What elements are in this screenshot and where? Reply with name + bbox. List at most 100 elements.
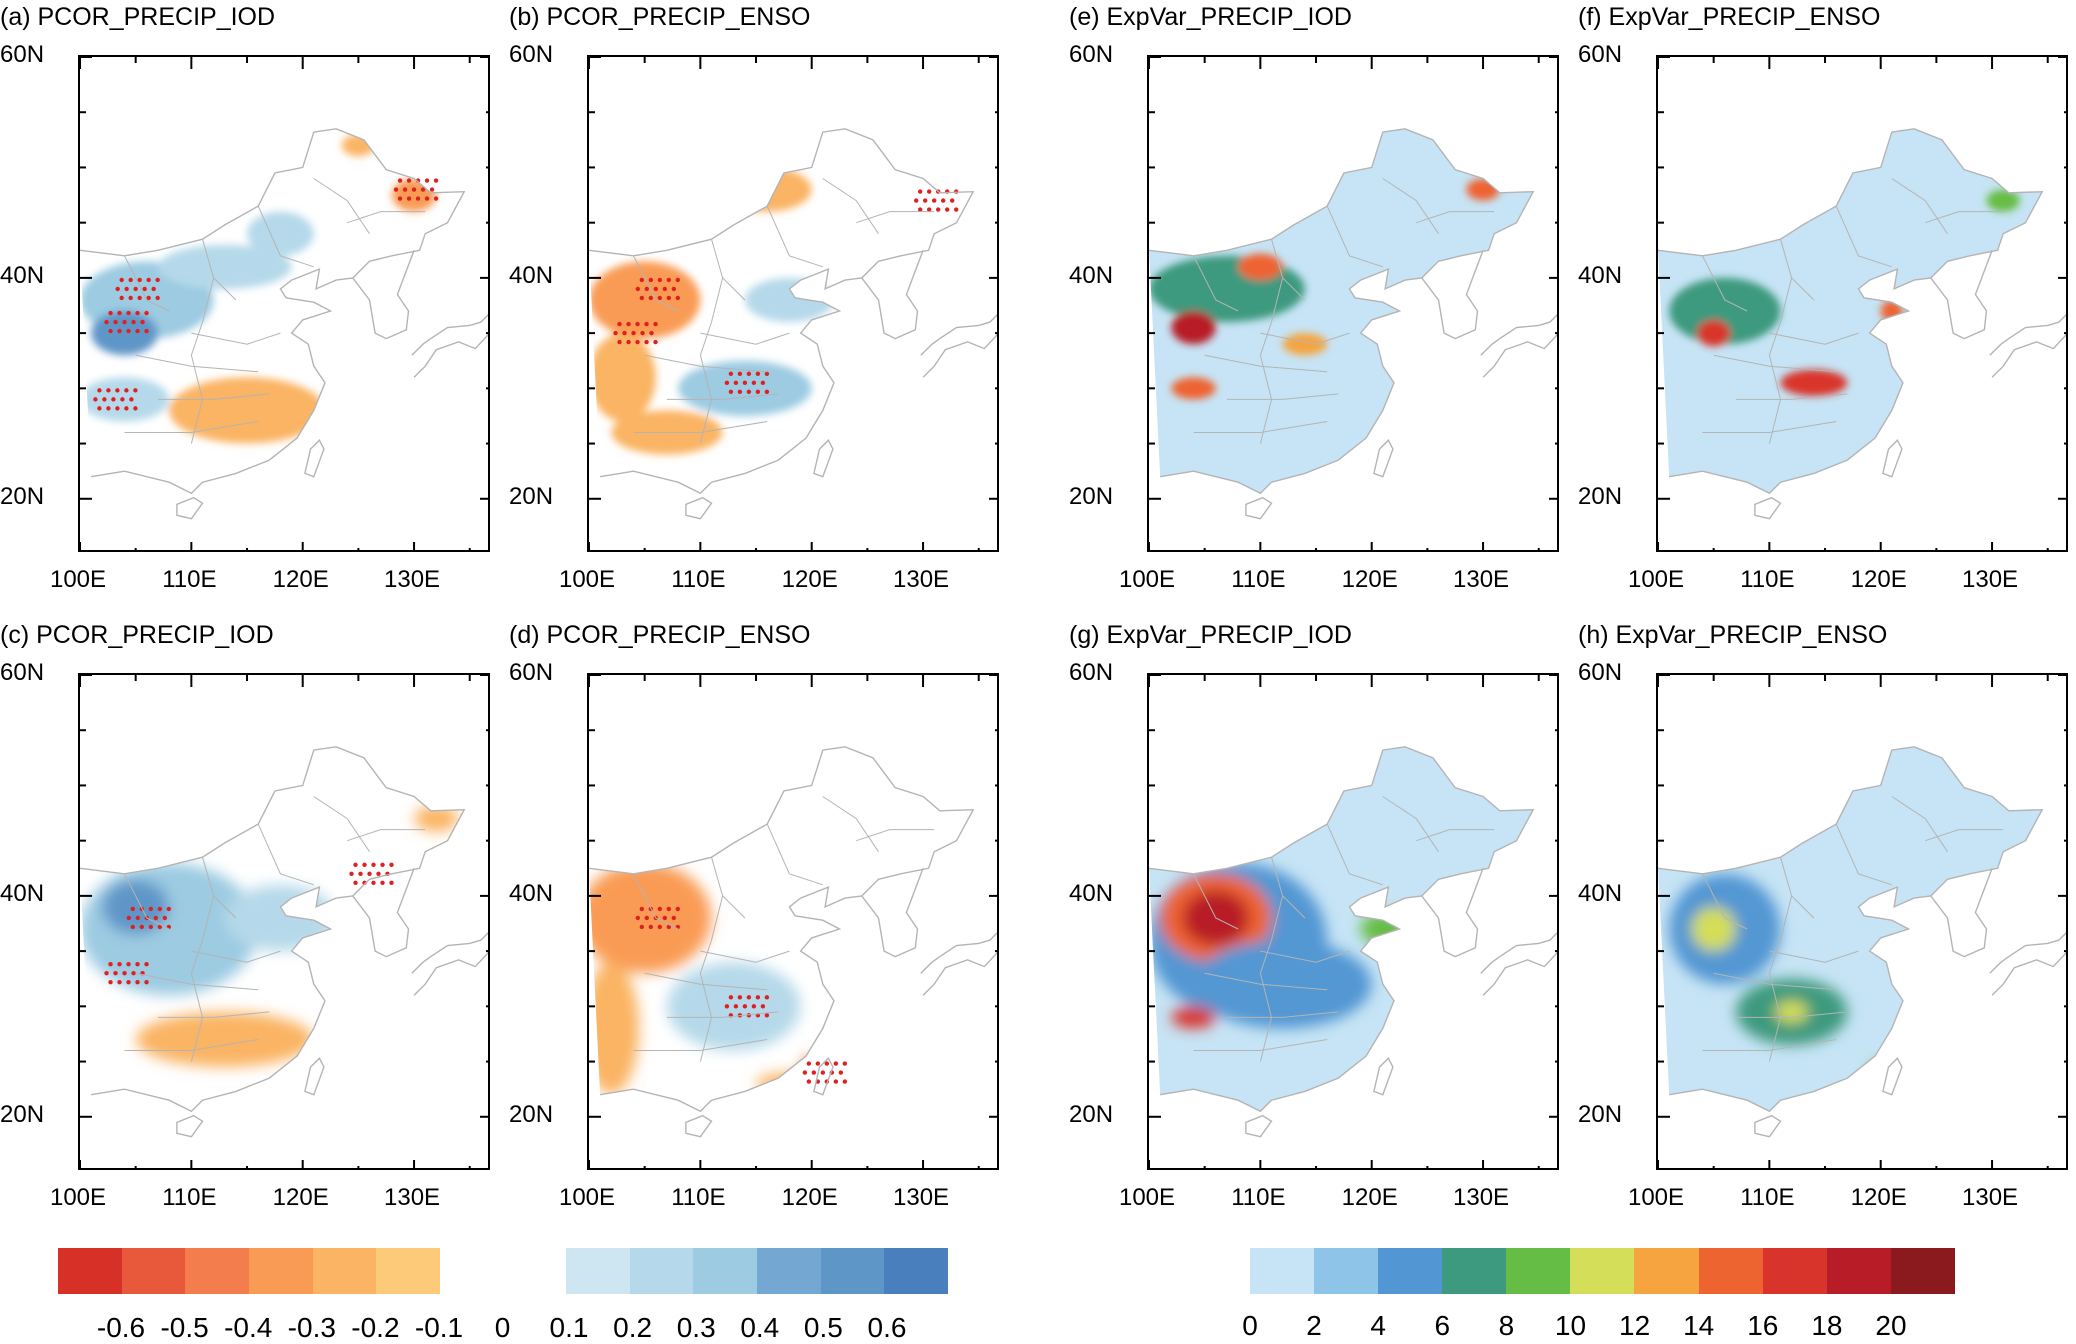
significance-dot [133,286,138,292]
map-svg [589,57,997,550]
significance-dot [931,198,937,203]
significance-dot [639,295,645,301]
colorbar-label: 0.2 [613,1312,653,1343]
significance-dot [671,915,677,921]
colorbar-label: -0.6 [96,1312,146,1343]
significance-dot [137,295,142,301]
contour-region-2 [589,333,656,422]
colorbar-label: -0.5 [160,1312,209,1343]
significance-dot [402,187,408,192]
significance-dot [764,371,770,377]
x-tick-label: 110E [1231,1184,1286,1211]
y-tick-label: 40N [0,879,45,907]
contour-region-7 [391,178,437,212]
significance-dot [144,962,149,967]
y-tick-label: 60N [1069,41,1114,68]
panel-title: (e) ExpVar_PRECIP_IOD [1069,3,1352,31]
significance-dot [406,196,412,201]
map-svg [1149,57,1557,550]
contour-region-4 [157,244,292,289]
colorbar-positive [566,1248,948,1294]
significance-dot [135,980,140,985]
significance-dot [751,1004,757,1009]
significance-dot [148,924,154,930]
colorbar-label: 0.6 [867,1312,907,1343]
y-tick-label: 60N [1578,41,1623,68]
significance-dot [411,187,417,192]
significance-dot [371,862,376,867]
colorbar-label: 0 [1242,1310,1258,1341]
x-tick-label: 100E [1627,1184,1685,1211]
contour-region-4 [1282,333,1328,356]
colorbar-swatch [629,1248,694,1294]
significance-dot [102,397,107,402]
map-panel-a [78,55,490,552]
significance-dot [155,277,160,283]
significance-dot [662,915,668,921]
x-tick-label: 110E [162,566,217,593]
significance-dot [120,397,125,402]
colorbar-swatch [121,1248,186,1294]
significance-dot [153,915,159,921]
colorbar-label: -0.3 [287,1312,336,1343]
significance-dot [617,339,622,345]
significance-dot [657,906,663,912]
significance-dot [108,328,113,334]
significance-dot [376,871,381,876]
significance-dot [742,1004,748,1009]
x-tick-label: 120E [1850,566,1907,593]
significance-dot [104,319,109,325]
y-tick-label: 20N [1578,482,1623,510]
contour-region-4 [1171,1006,1216,1029]
colorbar-label: 12 [1619,1310,1651,1341]
colorbar-swatch [58,1248,122,1294]
colorbar-label: 8 [1498,1310,1515,1341]
significance-dot [130,924,136,930]
axis-ticks [1658,675,2066,1168]
y-tick-label: 60N [1578,659,1623,686]
significance-dot [675,295,681,301]
significance-dot [644,286,650,292]
colorbar-swatch [1890,1248,1955,1294]
y-tick-label: 40N [1069,261,1114,289]
x-tick-label: 120E [781,1184,838,1211]
significance-dot [135,962,140,967]
significance-dot [815,1061,821,1066]
significance-dot [760,1004,766,1009]
x-tick-label: 110E [671,566,726,593]
x-tick-label: 130E [1962,566,2019,593]
country-borders [589,746,997,1138]
country-borders [80,128,488,520]
contour-region-3 [1238,253,1283,281]
y-tick-label: 40N [509,879,554,907]
panel-title: (h) ExpVar_PRECIP_ENSO [1578,621,1888,649]
x-tick-label: 120E [272,566,329,593]
significance-dot [157,924,163,930]
significance-dot [93,397,98,402]
significance-dot [622,330,627,336]
map-svg [80,675,488,1168]
x-tick-label: 120E [1850,1184,1907,1211]
significance-dot [917,207,923,212]
x-tick-label: 110E [1740,1184,1795,1211]
contour-region-5 [414,805,459,832]
significance-dot [635,339,640,345]
colorbar-swatch [1442,1248,1507,1294]
significance-dot [746,389,752,395]
significance-dot [126,962,131,967]
significance-dot [662,286,668,292]
x-tick-label: 100E [558,1184,616,1211]
significance-dot [639,906,645,912]
significance-dot [724,380,730,386]
colorbar-swatch [1698,1248,1763,1294]
significance-dot [737,371,743,377]
significance-dot [380,880,385,885]
significance-dot [106,388,111,393]
significance-dot [648,277,654,283]
colorbar-label: 14 [1683,1310,1715,1341]
significance-dot [128,295,133,301]
x-tick-label: 120E [1341,1184,1398,1211]
colorbar-swatch [185,1248,249,1294]
x-tick-label: 130E [893,1184,950,1211]
x-tick-label: 120E [272,1184,329,1211]
